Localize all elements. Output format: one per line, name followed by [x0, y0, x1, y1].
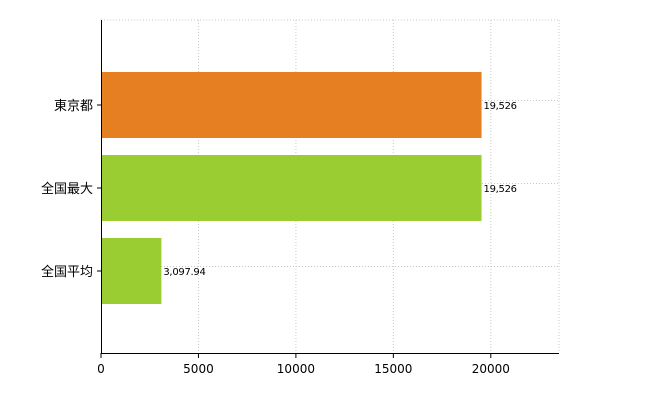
x-tick-label: 10000	[277, 362, 315, 376]
label-layer: 19,526 東京都 19,526 全国最大 3,097.94 全国平均 0 5000 1000…	[41, 98, 517, 376]
bar	[101, 238, 162, 304]
bar	[101, 72, 482, 138]
bar-layer	[101, 72, 482, 304]
y-tick-label: 全国最大	[41, 181, 93, 197]
axis-layer	[97, 20, 559, 358]
bar-value-label: 3,097.94	[163, 267, 205, 278]
y-tick-label: 東京都	[54, 98, 93, 114]
x-tick-label: 20000	[472, 362, 510, 376]
bar	[101, 155, 482, 221]
y-tick-label: 全国平均	[41, 264, 93, 280]
bar-value-label: 19,526	[484, 184, 517, 195]
x-tick-label: 5000	[183, 362, 214, 376]
x-tick-label: 15000	[374, 362, 412, 376]
x-tick-label: 0	[97, 362, 105, 376]
bar-value-label: 19,526	[484, 101, 517, 112]
